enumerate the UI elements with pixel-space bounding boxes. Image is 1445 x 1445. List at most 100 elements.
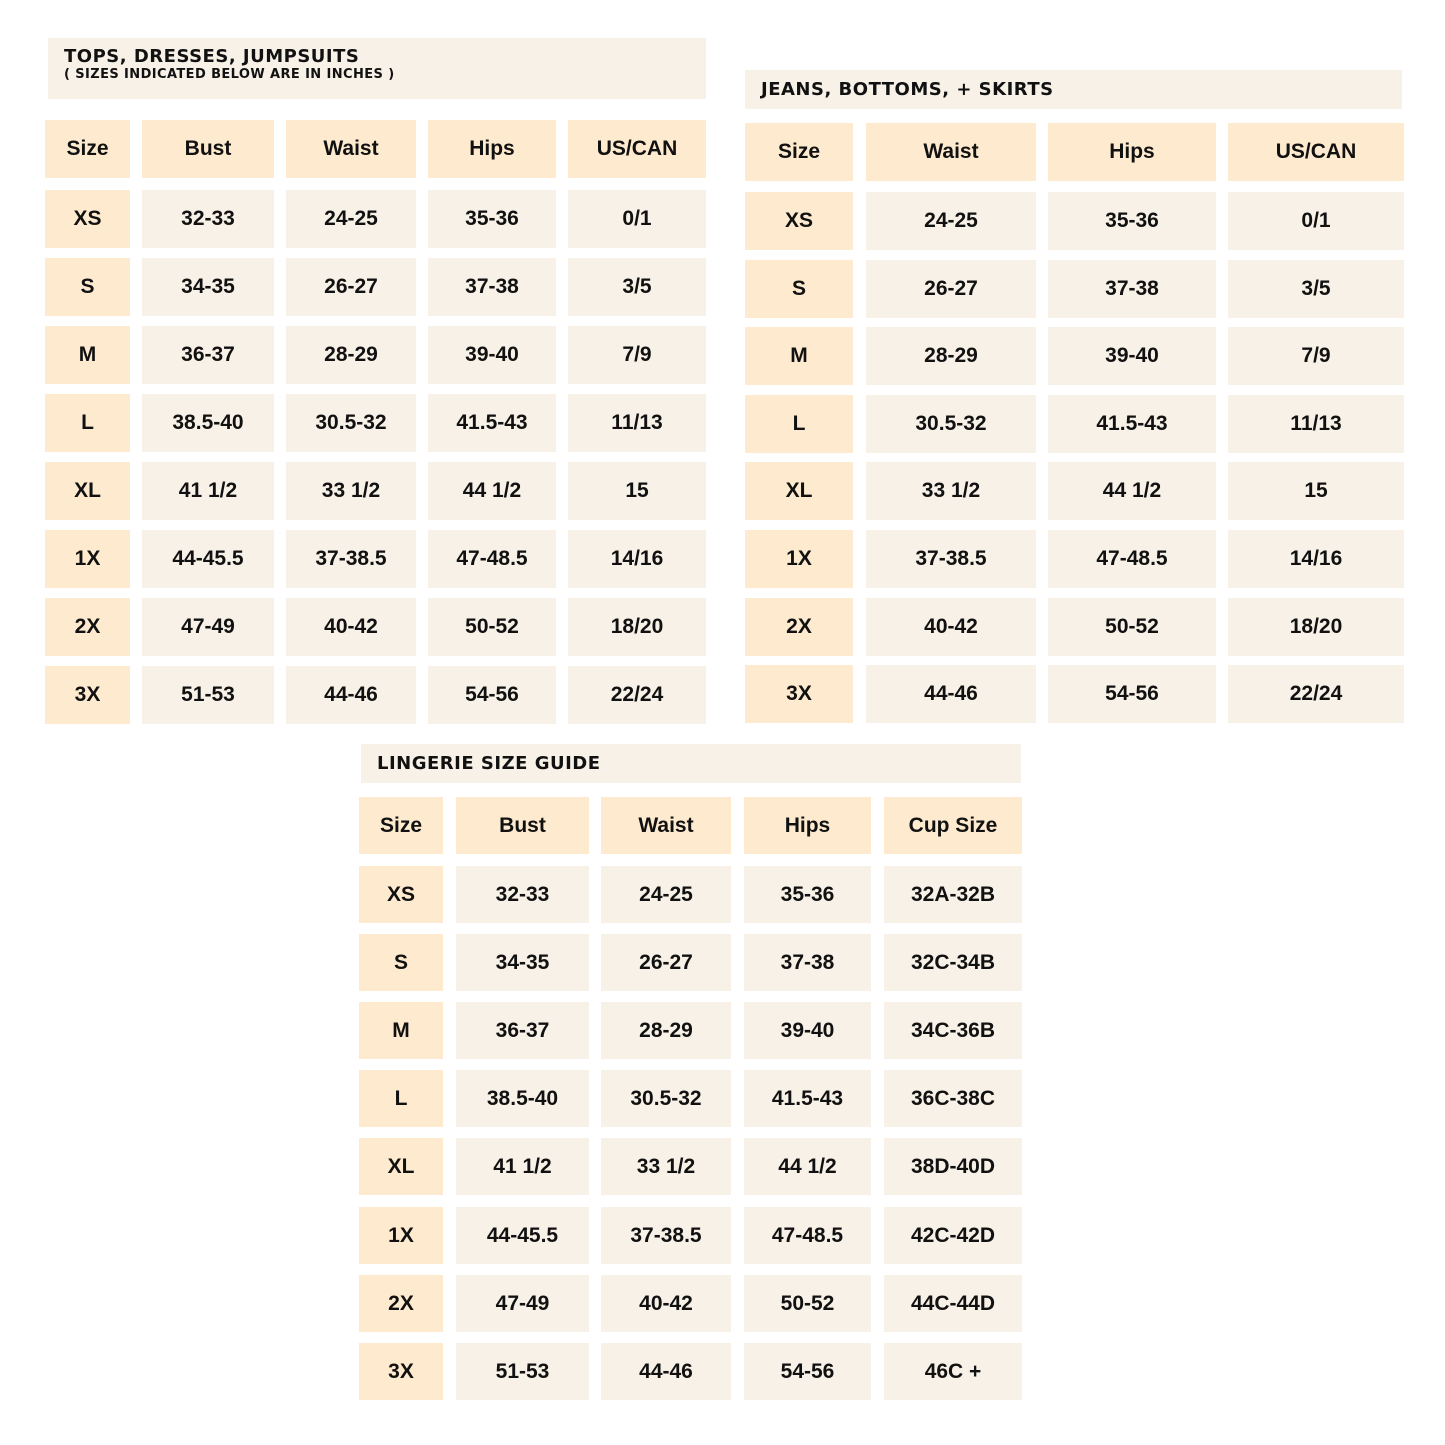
column-header: Waist (601, 797, 731, 854)
size-label-cell: 2X (45, 598, 130, 656)
size-label-cell: 1X (745, 530, 853, 588)
table-cell: 46C + (884, 1343, 1022, 1400)
column-header: Cup Size (884, 797, 1022, 854)
size-label-cell: L (359, 1070, 443, 1127)
table-cell: 44 1/2 (428, 462, 556, 520)
table-cell: 18/20 (1228, 598, 1404, 656)
table-cell: 44C-44D (884, 1275, 1022, 1332)
table-cell: 18/20 (568, 598, 706, 656)
column-header: Size (45, 120, 130, 178)
column-header: Hips (744, 797, 871, 854)
table-cell: 44-46 (601, 1343, 731, 1400)
size-label-cell: 2X (745, 598, 853, 656)
table-cell: 40-42 (601, 1275, 731, 1332)
table-cell: 33 1/2 (601, 1138, 731, 1195)
column-header: Waist (286, 120, 416, 178)
table-cell: 30.5-32 (601, 1070, 731, 1127)
table-cell: 37-38.5 (601, 1207, 731, 1264)
column-header: Bust (142, 120, 274, 178)
table-cell: 44 1/2 (744, 1138, 871, 1195)
jeans-title: JEANS, BOTTOMS, + SKIRTS (761, 79, 1054, 100)
table-cell: 14/16 (1228, 530, 1404, 588)
size-label-cell: XL (45, 462, 130, 520)
table-cell: 41 1/2 (142, 462, 274, 520)
table-cell: 34-35 (142, 258, 274, 316)
table-cell: 51-53 (456, 1343, 589, 1400)
jeans-title-box: JEANS, BOTTOMS, + SKIRTS (745, 70, 1402, 109)
table-cell: 26-27 (866, 260, 1036, 318)
column-header: Size (359, 797, 443, 854)
table-cell: 36-37 (142, 326, 274, 384)
size-label-cell: S (745, 260, 853, 318)
table-cell: 41.5-43 (744, 1070, 871, 1127)
table-cell: 54-56 (744, 1343, 871, 1400)
table-cell: 39-40 (428, 326, 556, 384)
table-cell: 41.5-43 (1048, 395, 1216, 453)
table-cell: 3/5 (1228, 260, 1404, 318)
table-cell: 47-49 (142, 598, 274, 656)
table-cell: 30.5-32 (866, 395, 1036, 453)
table-cell: 44-45.5 (456, 1207, 589, 1264)
table-cell: 35-36 (1048, 192, 1216, 250)
table-cell: 35-36 (744, 866, 871, 923)
table-cell: 38D-40D (884, 1138, 1022, 1195)
table-cell: 44 1/2 (1048, 462, 1216, 520)
column-header: Waist (866, 123, 1036, 181)
table-cell: 24-25 (601, 866, 731, 923)
table-cell: 44-46 (286, 666, 416, 724)
size-label-cell: XS (359, 866, 443, 923)
table-cell: 34-35 (456, 934, 589, 991)
table-cell: 22/24 (1228, 665, 1404, 723)
table-cell: 36-37 (456, 1002, 589, 1059)
size-label-cell: 3X (45, 666, 130, 724)
table-cell: 39-40 (744, 1002, 871, 1059)
table-cell: 50-52 (428, 598, 556, 656)
table-cell: 47-48.5 (428, 530, 556, 588)
table-cell: 38.5-40 (456, 1070, 589, 1127)
table-cell: 34C-36B (884, 1002, 1022, 1059)
table-cell: 32A-32B (884, 866, 1022, 923)
column-header: Hips (428, 120, 556, 178)
table-cell: 24-25 (866, 192, 1036, 250)
size-label-cell: XL (359, 1138, 443, 1195)
table-cell: 39-40 (1048, 327, 1216, 385)
table-cell: 26-27 (286, 258, 416, 316)
table-cell: 33 1/2 (866, 462, 1036, 520)
size-label-cell: M (45, 326, 130, 384)
tops-title: TOPS, DRESSES, JUMPSUITS (64, 46, 360, 67)
table-cell: 32C-34B (884, 934, 1022, 991)
table-cell: 22/24 (568, 666, 706, 724)
column-header: US/CAN (568, 120, 706, 178)
table-cell: 47-48.5 (744, 1207, 871, 1264)
table-cell: 40-42 (866, 598, 1036, 656)
table-cell: 28-29 (866, 327, 1036, 385)
table-cell: 50-52 (1048, 598, 1216, 656)
table-cell: 42C-42D (884, 1207, 1022, 1264)
size-label-cell: XS (45, 190, 130, 248)
lingerie-title-box: LINGERIE SIZE GUIDE (361, 744, 1021, 783)
table-cell: 11/13 (1228, 395, 1404, 453)
table-cell: 26-27 (601, 934, 731, 991)
table-cell: 32-33 (142, 190, 274, 248)
table-cell: 28-29 (286, 326, 416, 384)
table-cell: 37-38 (1048, 260, 1216, 318)
table-cell: 28-29 (601, 1002, 731, 1059)
table-cell: 47-49 (456, 1275, 589, 1332)
table-cell: 37-38 (744, 934, 871, 991)
table-cell: 44-46 (866, 665, 1036, 723)
table-cell: 37-38 (428, 258, 556, 316)
size-label-cell: S (359, 934, 443, 991)
size-label-cell: S (45, 258, 130, 316)
column-header: Bust (456, 797, 589, 854)
table-cell: 24-25 (286, 190, 416, 248)
table-cell: 51-53 (142, 666, 274, 724)
table-cell: 11/13 (568, 394, 706, 452)
table-cell: 41.5-43 (428, 394, 556, 452)
size-label-cell: L (45, 394, 130, 452)
size-label-cell: M (359, 1002, 443, 1059)
size-label-cell: 1X (45, 530, 130, 588)
size-label-cell: 2X (359, 1275, 443, 1332)
column-header: Hips (1048, 123, 1216, 181)
table-cell: 14/16 (568, 530, 706, 588)
table-cell: 47-48.5 (1048, 530, 1216, 588)
